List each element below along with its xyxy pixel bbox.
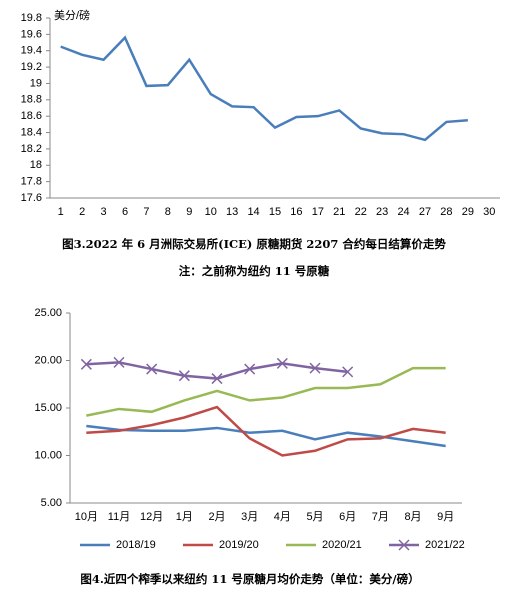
x-tick-label: 23 <box>376 206 388 218</box>
marker-x <box>244 363 256 375</box>
marker-x <box>113 356 125 368</box>
series-line <box>86 366 446 417</box>
x-tick-label: 3 <box>101 206 107 218</box>
marker-x <box>309 362 321 374</box>
x-tick-label: 4月 <box>274 511 291 523</box>
legend-label: 2020/21 <box>322 539 362 551</box>
x-tick-label: 2 <box>79 206 85 218</box>
y-tick-label: 25.00 <box>34 307 62 319</box>
y-tick-label: 20.00 <box>34 354 62 366</box>
x-tick-label: 6月 <box>339 511 356 523</box>
point-marker <box>309 362 321 374</box>
x-tick-label: 17 <box>312 206 324 218</box>
series-line <box>60 35 468 142</box>
marker-x <box>276 357 288 369</box>
x-tick-label: 9 <box>186 206 192 218</box>
legend-marker <box>398 539 410 551</box>
x-tick-label: 9月 <box>437 511 454 523</box>
x-tick-label: 21 <box>333 206 345 218</box>
x-tick-label: 15 <box>269 206 281 218</box>
legend-label: 2019/20 <box>219 539 259 551</box>
y-tick-label: 17.8 <box>21 176 42 188</box>
x-tick-label: 14 <box>247 206 259 218</box>
x-tick-label: 28 <box>440 206 452 218</box>
legend-label: 2018/19 <box>116 539 156 551</box>
x-tick-label: 8 <box>165 206 171 218</box>
x-tick-label: 24 <box>397 206 409 218</box>
point-marker <box>211 373 223 385</box>
marker-x <box>342 366 354 378</box>
y-tick-label: 18.6 <box>21 110 42 122</box>
point-marker <box>146 363 158 375</box>
x-tick-label: 6 <box>122 206 128 218</box>
y-axis-label: 美分/磅 <box>54 8 90 22</box>
y-tick-label: 19.4 <box>21 45 42 57</box>
point-marker <box>342 366 354 378</box>
x-tick-label: 22 <box>355 206 367 218</box>
series-line <box>86 361 348 380</box>
y-tick-label: 18.8 <box>21 94 42 106</box>
y-tick-label: 15.00 <box>34 402 62 414</box>
marker-x <box>211 373 223 385</box>
marker-x <box>178 370 190 382</box>
marker-x <box>146 363 158 375</box>
y-tick-label: 10.00 <box>34 449 62 461</box>
y-tick-label: 19.8 <box>21 12 42 24</box>
point-marker <box>80 358 92 370</box>
x-tick-label: 1 <box>58 206 64 218</box>
y-tick-label: 18.2 <box>21 143 42 155</box>
point-marker <box>113 356 125 368</box>
x-tick-label: 13 <box>226 206 238 218</box>
marker-x <box>80 358 92 370</box>
y-tick-label: 5.00 <box>41 497 62 509</box>
point-marker <box>244 363 256 375</box>
x-tick-label: 1月 <box>176 511 193 523</box>
y-tick-label: 18.4 <box>21 126 42 138</box>
x-tick-label: 30 <box>483 206 495 218</box>
point-marker <box>178 370 190 382</box>
x-tick-label: 5月 <box>306 511 323 523</box>
x-tick-label: 7月 <box>372 511 389 523</box>
y-tick-label: 19 <box>30 77 42 89</box>
y-tick-label: 19.2 <box>21 61 42 73</box>
x-tick-label: 12月 <box>140 511 163 523</box>
caption-note: 注：之前称为纽约 11 号原糖 <box>179 264 330 278</box>
y-tick-label: 17.6 <box>21 192 42 204</box>
x-tick-label: 10 <box>205 206 217 218</box>
x-tick-label: 10月 <box>75 511 98 523</box>
x-tick-label: 3月 <box>241 511 258 523</box>
x-tick-label: 16 <box>290 206 302 218</box>
x-tick-label: 29 <box>462 206 474 218</box>
point-marker <box>276 357 288 369</box>
x-tick-label: 27 <box>419 206 431 218</box>
y-tick-label: 19.6 <box>21 28 42 40</box>
x-tick-label: 2月 <box>208 511 225 523</box>
legend-label: 2021/22 <box>425 539 465 551</box>
caption: 图4.近四个榨季以来纽约 11 号原糖月均价走势（单位：美分/磅） <box>80 572 419 586</box>
x-tick-label: 8月 <box>404 511 421 523</box>
x-tick-label: 11月 <box>108 511 130 523</box>
series-line <box>86 405 446 457</box>
caption: 图3.2022 年 6 月洲际交易所(ICE) 原糖期货 2207 合约每日结算… <box>62 237 446 251</box>
x-tick-label: 7 <box>143 206 149 218</box>
y-tick-label: 18 <box>30 159 42 171</box>
